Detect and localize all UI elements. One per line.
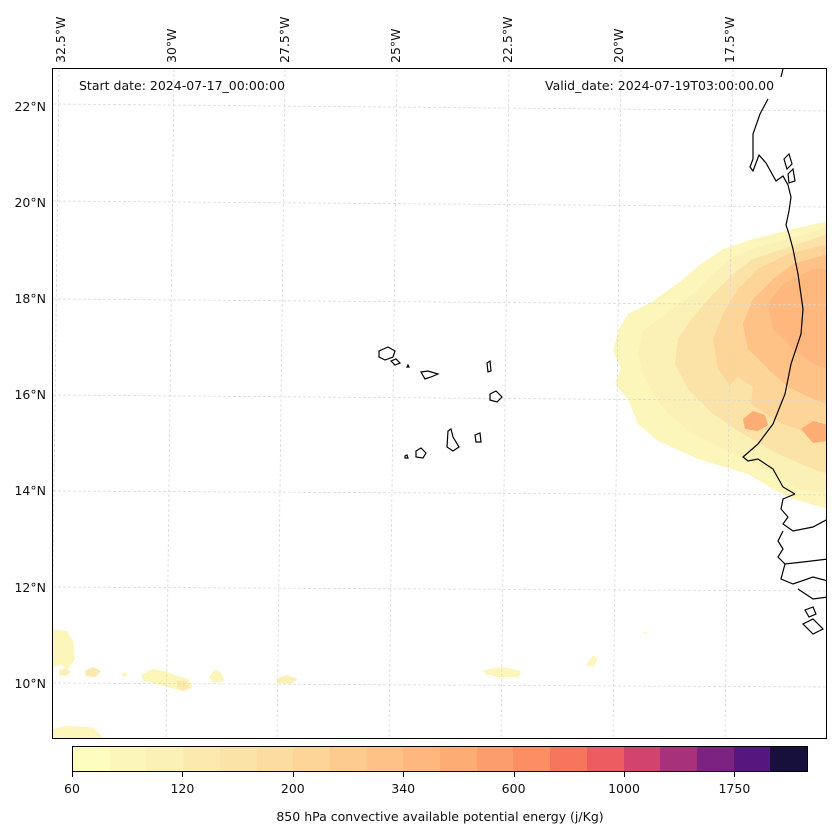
colorbar-tick-label: 340 <box>391 781 416 796</box>
parallel-gridline <box>53 103 826 112</box>
lon-label-22.5W: 22.5°W <box>500 16 515 63</box>
lat-label-14N: 14°N <box>14 483 46 498</box>
colorbar-bin <box>623 747 661 771</box>
colorbar-bin <box>586 747 624 771</box>
lat-label-16N: 16°N <box>14 387 46 402</box>
gridlines <box>53 69 826 738</box>
colorbar-bin <box>696 747 734 771</box>
colorbar-bin <box>440 747 477 771</box>
colorbar-bin <box>329 747 367 771</box>
cape-contour-region <box>768 269 826 369</box>
lon-label-25W: 25°W <box>388 28 403 63</box>
cape-contour-region <box>643 631 647 634</box>
lon-label-30W: 30°W <box>164 28 179 63</box>
colorbar-bin <box>660 747 697 771</box>
meridian-gridline <box>500 69 510 738</box>
colorbar-tick <box>734 772 736 777</box>
colorbar-bin <box>770 747 808 771</box>
coastlines <box>378 69 826 635</box>
colorbar-tick <box>182 772 184 777</box>
meridian-gridline <box>724 69 734 738</box>
parallel-gridline <box>53 586 826 592</box>
coastline-cape-verde-island <box>404 454 409 459</box>
parallel-gridline <box>53 298 826 306</box>
parallel-gridline <box>53 490 826 496</box>
lon-label-27.5W: 27.5°W <box>277 16 292 63</box>
cape-contour-region <box>743 411 768 431</box>
start-date-label: Start date: 2024-07-17_00:00:00 <box>79 78 285 93</box>
coastline-banc-arguin <box>783 152 796 184</box>
cape-contour-region <box>59 668 71 676</box>
cape-contour-region <box>121 672 128 677</box>
coastline-cape-verde-island <box>415 447 427 459</box>
colorbar-title: 850 hPa convective available potential e… <box>276 809 604 824</box>
lat-label-22N: 22°N <box>14 99 46 114</box>
meridian-gridline <box>165 69 175 738</box>
colorbar-bin <box>476 747 514 771</box>
colorbar-bin <box>183 747 220 771</box>
meridian-gridline <box>53 69 60 606</box>
colorbar-tick-label: 1750 <box>718 781 751 796</box>
lat-label-20N: 20°N <box>14 195 46 210</box>
coastline-cape-verde-island <box>389 358 402 366</box>
coastline-cape-verde-island <box>420 370 440 380</box>
colorbar-tick-label: 1000 <box>608 781 640 796</box>
cape-contour-region <box>85 667 101 677</box>
coastline-cape-verde-island <box>486 359 492 373</box>
cape-contour-region <box>801 421 826 443</box>
cape-contour-region <box>53 726 102 738</box>
colorbar-tick <box>292 772 294 777</box>
coastline-cape-verde-island <box>474 432 482 443</box>
parallel-gridline <box>53 200 826 208</box>
cape-filled-contours <box>53 221 826 738</box>
coastline-cape-verde-island <box>378 346 396 361</box>
lat-label-18N: 18°N <box>14 291 46 306</box>
coastline-guinea-bissau <box>777 493 826 635</box>
colorbar-bin <box>256 747 294 771</box>
map-canvas <box>53 69 826 738</box>
parallel-gridline <box>53 682 826 688</box>
lon-label-32.5W: 32.5°W <box>53 16 68 63</box>
meridian-gridline <box>388 69 398 738</box>
parallel-gridline <box>53 394 826 402</box>
lon-label-20W: 20°W <box>611 28 626 63</box>
colorbar-tick <box>72 772 73 777</box>
colorbar-bin <box>73 747 110 771</box>
cape-contour-region <box>725 377 753 407</box>
colorbar-tick <box>624 772 625 777</box>
colorbar-bin <box>146 747 184 771</box>
colorbar <box>72 746 808 772</box>
coastline-cape-verde-island <box>446 428 460 452</box>
colorbar-bin <box>219 747 257 771</box>
colorbar-bin <box>109 747 147 771</box>
lat-label-10N: 10°N <box>14 676 46 691</box>
colorbar-tick-label: 60 <box>64 781 80 796</box>
cape-contour-region <box>53 629 75 669</box>
coastline-cape-verde-island <box>406 363 410 368</box>
colorbar-tick <box>513 772 515 777</box>
colorbar-bin <box>403 747 441 771</box>
cape-contour-region <box>276 675 298 684</box>
colorbar-bin <box>293 747 330 771</box>
lon-label-17.5W: 17.5°W <box>722 16 737 63</box>
meridian-gridline <box>276 69 286 738</box>
colorbar-tick-label: 200 <box>280 781 305 796</box>
lat-label-12N: 12°N <box>14 580 46 595</box>
cape-contour-region <box>209 669 225 683</box>
colorbar-tick-label: 120 <box>170 781 195 796</box>
coastline-cape-verde-island <box>489 390 503 403</box>
colorbar-bin <box>733 747 771 771</box>
colorbar-bin <box>513 747 551 771</box>
cape-contour-region <box>484 667 521 677</box>
colorbar-tick-label: 600 <box>501 781 526 796</box>
coastline-mauritania-senegal <box>742 69 804 495</box>
colorbar-bin <box>366 747 404 771</box>
colorbar-bin <box>550 747 587 771</box>
meridian-gridline <box>612 69 622 738</box>
cape-contour-region <box>586 655 598 667</box>
colorbar-tick <box>403 772 405 777</box>
valid-date-label: Valid_date: 2024-07-19T03:00:00.00 <box>545 78 775 93</box>
map-plot-area <box>52 68 827 739</box>
